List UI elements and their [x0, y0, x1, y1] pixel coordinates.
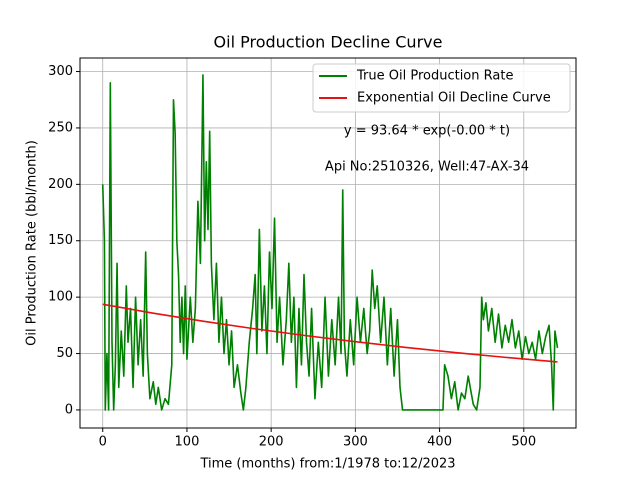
legend-label: True Oil Production Rate — [356, 69, 513, 84]
y-axis-label: Oil Production Rate (bbl/month) — [25, 140, 40, 346]
data-line — [101, 74, 559, 411]
x-tick-label: 400 — [427, 435, 452, 450]
x-tick-label: 0 — [99, 435, 107, 450]
chart-title: Oil Production Decline Curve — [214, 33, 443, 52]
data-line — [102, 303, 558, 363]
y-tick-label: 300 — [48, 64, 73, 79]
y-tick-label: 100 — [48, 290, 73, 305]
x-tick-label: 500 — [511, 435, 536, 450]
y-tick-label: 0 — [65, 402, 73, 417]
annotation: y = 93.64 * exp(-0.00 * t) — [344, 124, 510, 139]
legend-box — [312, 63, 571, 113]
y-tick-label: 50 — [56, 346, 73, 361]
x-tick-label: 300 — [343, 435, 368, 450]
x-tick-label: 200 — [259, 435, 284, 450]
y-tick-label: 150 — [48, 233, 73, 248]
x-tick-label: 100 — [175, 435, 200, 450]
x-axis-label: Time (months) from:1/1978 to:12/2023 — [199, 457, 455, 472]
plot-frame — [79, 57, 577, 429]
annotation: Api No:2510326, Well:47-AX-34 — [325, 160, 529, 175]
y-tick-label: 200 — [48, 177, 73, 192]
y-tick-label: 250 — [48, 120, 73, 135]
legend-label: Exponential Oil Decline Curve — [357, 91, 551, 106]
